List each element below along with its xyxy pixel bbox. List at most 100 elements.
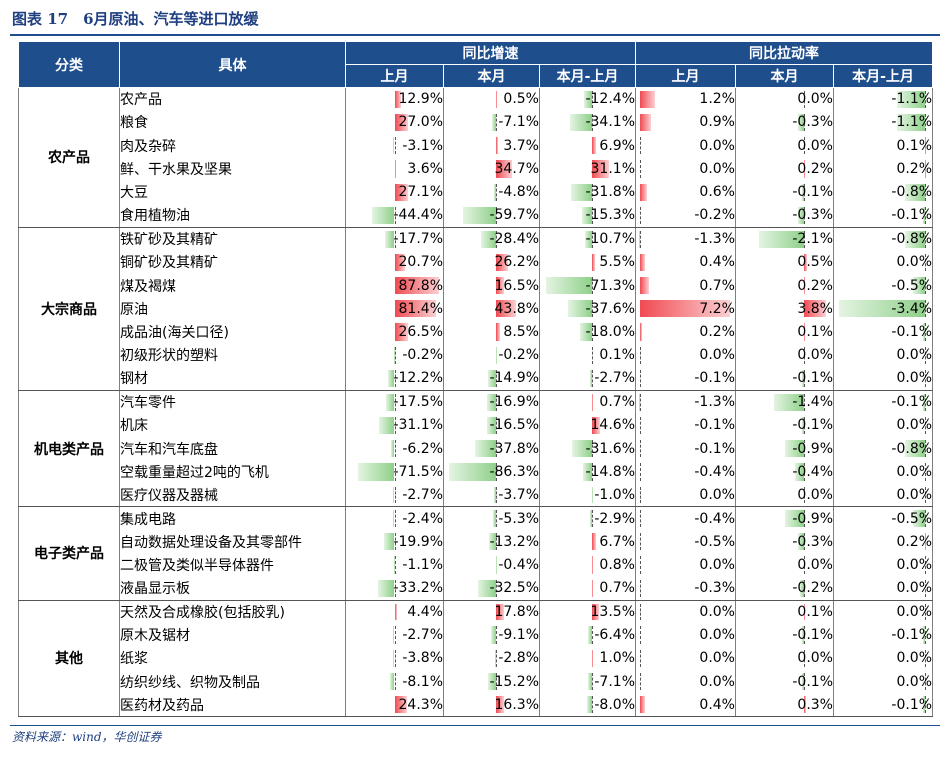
data-bar: [590, 510, 593, 528]
data-bar: [904, 439, 926, 458]
cell-value: -0.3%: [792, 114, 833, 131]
cell-growth-current: -4.8%: [443, 180, 540, 204]
data-bar: [590, 370, 593, 387]
cell-pull-last: 0.0%: [635, 157, 736, 181]
bar-axis: [639, 206, 641, 224]
table-row: 机电类产品 汽车零件 -17.5% -16.9% 0.7% -1.3% -1.4% -0.1%: [18, 390, 934, 508]
cell-pull-diff: 0.0%: [833, 343, 934, 368]
bar-axis: [592, 183, 594, 201]
data-bar: [803, 323, 805, 341]
data-bar: [496, 603, 505, 621]
bar-axis: [925, 556, 927, 574]
bar-axis: [803, 672, 805, 691]
cell-pull-diff: 0.0%: [833, 553, 934, 577]
cell-growth-diff: 14.6%: [539, 413, 636, 437]
data-bar: [496, 160, 512, 178]
cell-value: -0.1%: [694, 370, 735, 387]
bar-axis: [639, 160, 641, 178]
cell-value: 0.7%: [699, 277, 735, 294]
item-label: 农产品: [119, 87, 346, 111]
data-bar: [394, 183, 409, 201]
cell-value: 3.7%: [503, 137, 539, 154]
cell-pull-last: 1.2%: [635, 87, 736, 111]
bar-axis: [592, 230, 594, 248]
data-bar: [357, 463, 395, 481]
bar-axis: [803, 510, 805, 528]
data-bar: [391, 439, 395, 458]
cell-growth-diff: 0.7%: [539, 390, 636, 414]
cell-value: -7.1%: [594, 673, 635, 690]
cell-value: -7.1%: [498, 114, 539, 131]
header-row-top: 分类 具体 同比增速 同比拉动率: [18, 41, 934, 88]
bar-axis: [925, 300, 927, 318]
cell-value: -0.1%: [891, 696, 933, 713]
cell-value: -0.9%: [792, 440, 833, 457]
data-bar: [801, 626, 804, 644]
cell-growth-diff: -8.0%: [539, 693, 636, 718]
cell-growth-last: 87.8%: [345, 273, 444, 298]
cell-growth-last: 24.3%: [345, 693, 444, 718]
data-bar: [801, 672, 804, 691]
cell-pull-last: 0.9%: [635, 110, 736, 135]
data-bar: [592, 416, 601, 434]
cell-pull-current: 0.2%: [735, 157, 834, 181]
item-label: 纸浆: [119, 646, 346, 670]
bar-axis: [592, 510, 594, 528]
bar-axis: [592, 346, 594, 365]
cell-pull-last: -0.4%: [635, 506, 736, 531]
data-bar: [774, 393, 804, 411]
cell-value: 20.7%: [398, 254, 443, 271]
cell-pull-current: 0.3%: [735, 693, 834, 718]
cell-value: -71.5%: [393, 463, 443, 480]
table-row: 纸浆 -3.8% -2.8% 1.0% 0.0% 0.0% 0.0%: [19, 646, 934, 670]
bar-axis: [496, 439, 498, 458]
cell-value: -3.8%: [402, 650, 443, 667]
cell-value: 0.0%: [896, 347, 933, 364]
cell-value: 0.1%: [599, 347, 635, 364]
data-bar: [582, 463, 593, 481]
bar-axis: [496, 113, 498, 132]
cell-value: -9.1%: [498, 626, 539, 643]
data-bar: [587, 696, 593, 714]
bar-axis: [803, 579, 805, 597]
bar-axis: [592, 91, 594, 108]
data-bar: [591, 486, 593, 504]
cell-value: 43.8%: [494, 300, 539, 317]
data-bar: [922, 393, 926, 411]
col-group-growth: 同比增速: [345, 41, 636, 65]
bar-axis: [394, 672, 396, 691]
cell-pull-last: 0.2%: [635, 320, 736, 344]
data-bar: [922, 696, 926, 714]
bar-axis: [496, 370, 498, 387]
data-bar: [803, 300, 826, 318]
bar-axis: [496, 463, 498, 481]
cell-pull-current: -0.1%: [735, 180, 834, 204]
cell-value: -0.1%: [792, 417, 833, 434]
cell-growth-current: 17.8%: [443, 600, 540, 624]
bar-axis: [496, 649, 498, 667]
col-header-growth-last: 上月: [345, 64, 444, 88]
cell-value: 1.2%: [699, 91, 735, 108]
cell-value: -18.0%: [585, 324, 635, 341]
cell-value: -0.1%: [694, 440, 735, 457]
cell-value: -0.3%: [792, 533, 833, 550]
data-bar: [801, 416, 804, 434]
table-row: 原油 81.4% 43.8% -37.6% 7.2% 3.8% -3.4%: [19, 297, 934, 321]
table-row: 纺织纱线、织物及制品 -8.1% -15.2% -7.1% 0.0% -0.1% 0.0%: [19, 669, 934, 694]
item-label: 汽车和汽车底盘: [119, 436, 346, 461]
cell-growth-current: -16.5%: [443, 413, 540, 437]
cell-value: -0.8%: [891, 184, 933, 201]
cell-growth-current: 26.2%: [443, 250, 540, 274]
data-bar: [394, 603, 397, 621]
cell-value: 0.3%: [797, 696, 833, 713]
cell-value: -2.7%: [594, 370, 635, 387]
cell-growth-diff: 31.1%: [539, 157, 636, 181]
cell-growth-current: 0.5%: [443, 87, 540, 111]
cell-value: 0.0%: [896, 486, 933, 503]
cell-growth-current: 43.8%: [443, 297, 540, 321]
cell-growth-current: -7.1%: [443, 110, 540, 135]
cell-growth-diff: -2.9%: [539, 506, 636, 531]
bar-axis: [803, 486, 805, 504]
bar-axis: [496, 393, 498, 411]
cell-value: 0.2%: [699, 324, 735, 341]
